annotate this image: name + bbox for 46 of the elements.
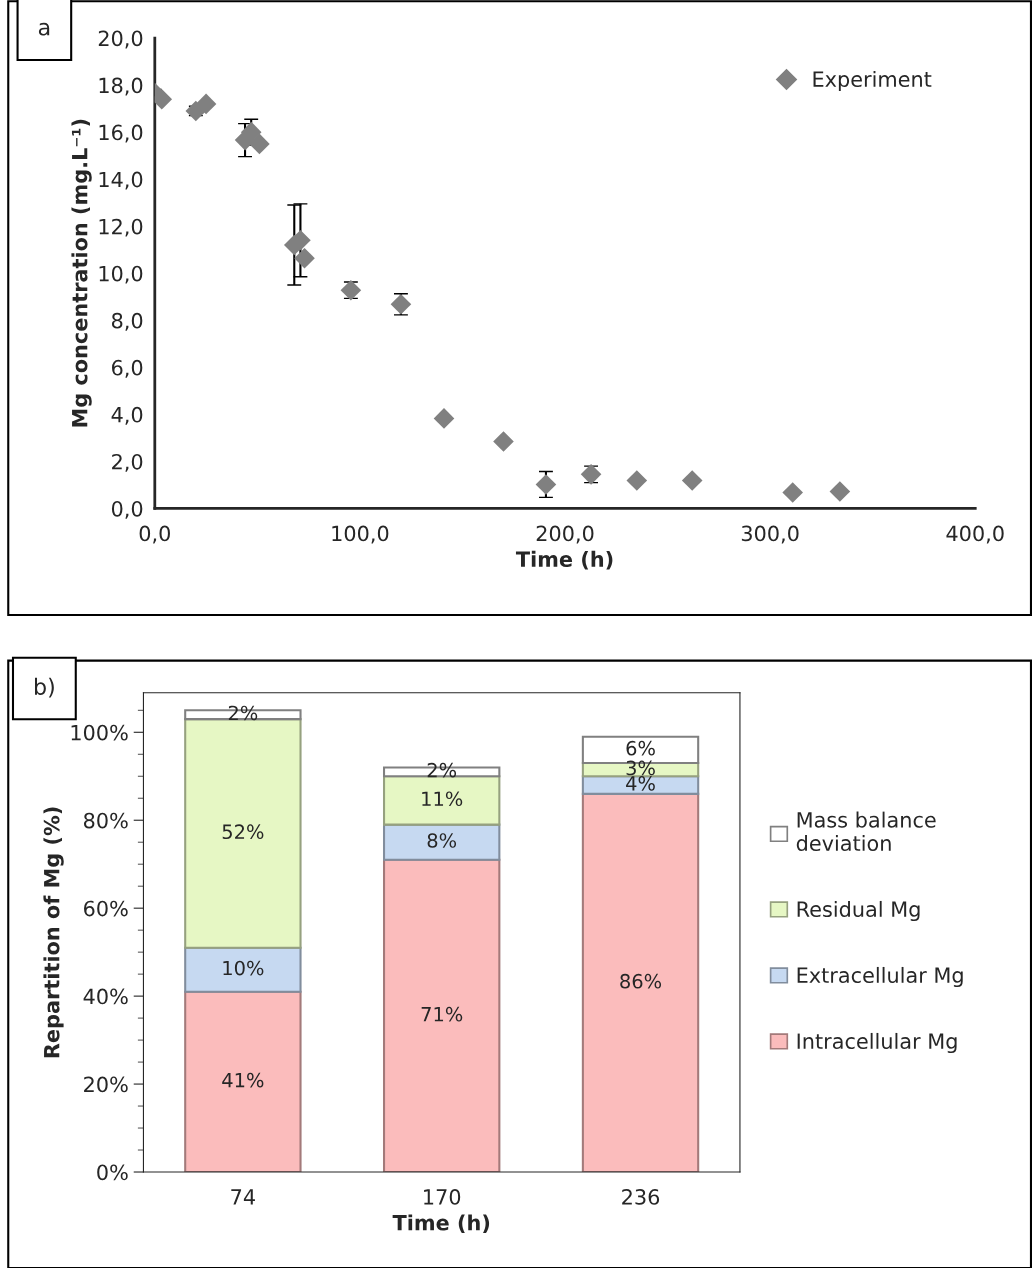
data-label: 86% xyxy=(620,973,662,989)
x-tick-label: 300,0 xyxy=(741,525,799,544)
x-tick-label: 0,0 xyxy=(139,525,170,544)
y-tick-label: 100% xyxy=(71,724,128,741)
y-tick-label: 8,0 xyxy=(111,312,143,331)
y-tick-label: 80% xyxy=(83,812,128,829)
x-tick-label: 74 xyxy=(231,1189,255,1205)
y-tick-label: 20% xyxy=(84,1076,128,1093)
x-axis-title: Time (h) xyxy=(515,550,613,570)
y-tick-label: 6,0 xyxy=(112,359,143,378)
y-tick-label: 60% xyxy=(84,900,128,917)
data-label: 10% xyxy=(223,960,264,976)
data-label: 3% xyxy=(626,760,655,776)
legend-label: Experiment xyxy=(813,70,932,92)
y-tick-label: 16,0 xyxy=(99,124,143,143)
x-tick-label: 100,0 xyxy=(332,525,389,544)
y-tick-label: 4,0 xyxy=(111,406,143,425)
text: b) xyxy=(35,677,54,698)
y-tick-label: 40% xyxy=(83,988,128,1005)
legend-label: Extracellular Mg xyxy=(797,966,963,988)
x-tick-label: 400,0 xyxy=(946,525,1004,544)
data-label: 4% xyxy=(626,775,655,791)
y-tick-label: 2,0 xyxy=(112,453,143,472)
x-axis-title: Time (h) xyxy=(392,1214,490,1233)
y-axis-title: Repartition of Mg (%) xyxy=(43,807,64,1058)
x-tick-label: 236 xyxy=(622,1189,660,1205)
y-tick-label: 0,0 xyxy=(111,500,143,519)
x-tick-label: 170 xyxy=(424,1189,461,1205)
data-label: 6% xyxy=(626,740,655,756)
legend-label: Residual Mg xyxy=(797,900,920,922)
legend-label: Mass balance deviation xyxy=(796,811,936,852)
y-axis-title: Mg concentration (mg.L⁻¹) xyxy=(71,119,92,427)
data-label: 71% xyxy=(421,1006,463,1022)
y-tick-label: 10,0 xyxy=(99,265,143,284)
data-label: 52% xyxy=(222,824,264,840)
y-tick-label: 20,0 xyxy=(98,30,143,49)
data-label: 11% xyxy=(422,791,463,807)
data-label: 8% xyxy=(427,833,457,848)
text: a xyxy=(38,22,50,36)
legend-label: Intracellular Mg xyxy=(797,1032,957,1054)
y-tick-label: 12,0 xyxy=(99,218,143,237)
x-tick-label: 200,0 xyxy=(536,525,594,544)
y-tick-label: 0% xyxy=(97,1164,128,1181)
y-tick-label: 14,0 xyxy=(99,171,143,190)
y-tick-label: 18,0 xyxy=(99,77,143,96)
data-label: 41% xyxy=(222,1072,264,1088)
